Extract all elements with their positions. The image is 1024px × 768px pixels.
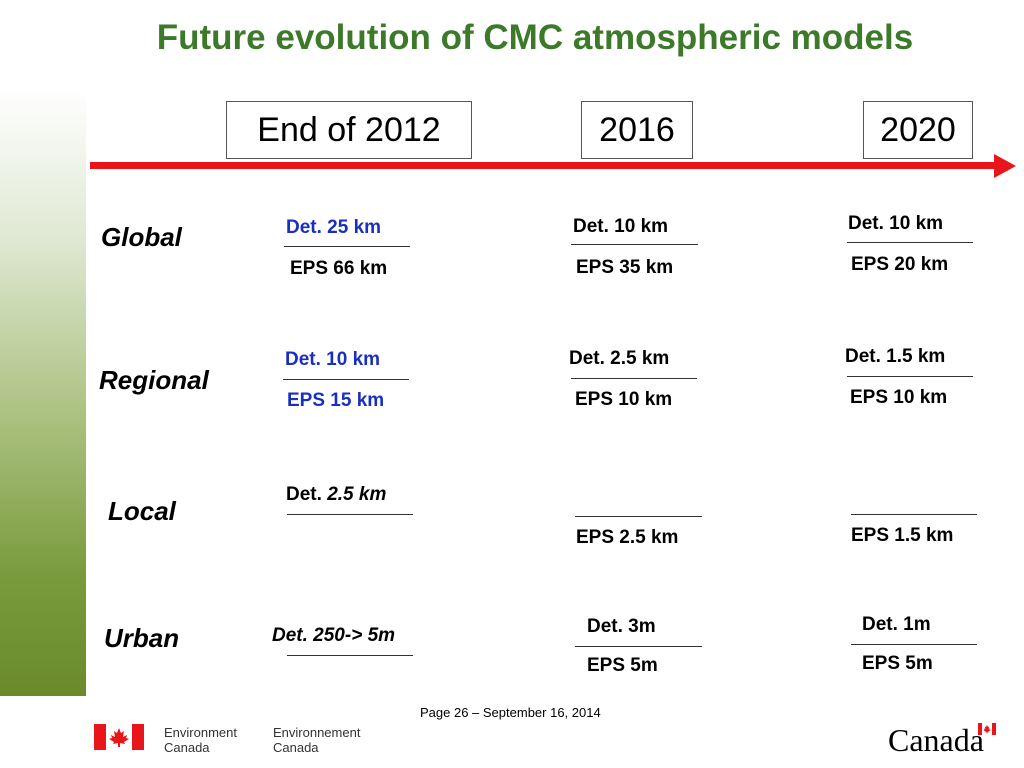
dept-fr-line1: Environnement (273, 725, 361, 740)
row-label-global: Global (101, 222, 182, 252)
urban-2012-det: Det. 250-> 5m (272, 625, 396, 646)
urban-2020-det: Det. 1m (862, 614, 931, 635)
local-2016-eps: EPS 2.5 km (576, 527, 679, 548)
divider (283, 379, 409, 380)
regional-2012-det: Det. 10 km (285, 349, 381, 370)
regional-2016-eps: EPS 10 km (575, 389, 673, 410)
side-gradient-bar (0, 88, 86, 696)
local-2012-det-value: 2.5 km (327, 484, 387, 505)
divider (575, 646, 702, 647)
divider (287, 514, 413, 515)
urban-2016-eps: EPS 5m (587, 655, 658, 676)
divider (851, 514, 977, 515)
global-2020-eps: EPS 20 km (851, 254, 949, 275)
page-title: Future evolution of CMC atmospheric mode… (156, 18, 914, 57)
regional-2020-det: Det. 1.5 km (845, 346, 946, 367)
urban-2020-eps: EPS 5m (862, 653, 933, 674)
divider (284, 246, 410, 247)
row-label-regional: Regional (99, 365, 209, 395)
year-box-2012: End of 2012 (226, 101, 472, 159)
dept-name-en: Environment Canada (164, 725, 237, 755)
divider (571, 244, 698, 245)
canada-wordmark: Canada (888, 722, 984, 758)
timeline-arrow-icon (994, 154, 1016, 178)
row-label-local: Local (108, 496, 176, 526)
timeline-line (90, 162, 1000, 169)
local-2012-det-prefix: Det. (286, 484, 328, 505)
canada-flag-icon (94, 724, 144, 750)
global-2020-det: Det. 10 km (848, 213, 944, 234)
global-2012-eps: EPS 66 km (290, 258, 388, 279)
divider (847, 242, 973, 243)
divider (847, 376, 973, 377)
global-2012-det: Det. 25 km (286, 217, 382, 238)
regional-2012-eps: EPS 15 km (287, 390, 385, 411)
divider (287, 655, 413, 656)
dept-name-fr: Environnement Canada (273, 725, 360, 755)
dept-en-line2: Canada (164, 740, 210, 755)
wordmark-flag-icon (978, 723, 996, 735)
year-box-2016: 2016 (581, 101, 693, 159)
dept-en-line1: Environment (164, 725, 237, 740)
page-footer: Page 26 – September 16, 2014 (420, 705, 601, 720)
regional-2020-eps: EPS 10 km (850, 387, 948, 408)
divider (575, 516, 702, 517)
divider (851, 644, 977, 645)
dept-fr-line2: Canada (273, 740, 319, 755)
row-label-urban: Urban (104, 623, 180, 653)
urban-2016-det: Det. 3m (587, 616, 656, 637)
global-2016-det: Det. 10 km (573, 216, 669, 237)
year-box-2020: 2020 (863, 101, 973, 159)
regional-2016-det: Det. 2.5 km (569, 348, 670, 369)
global-2016-eps: EPS 35 km (576, 257, 674, 278)
local-2012-det: Det. 2.5 km (286, 484, 386, 506)
local-2020-eps: EPS 1.5 km (851, 525, 954, 546)
divider (571, 378, 697, 379)
